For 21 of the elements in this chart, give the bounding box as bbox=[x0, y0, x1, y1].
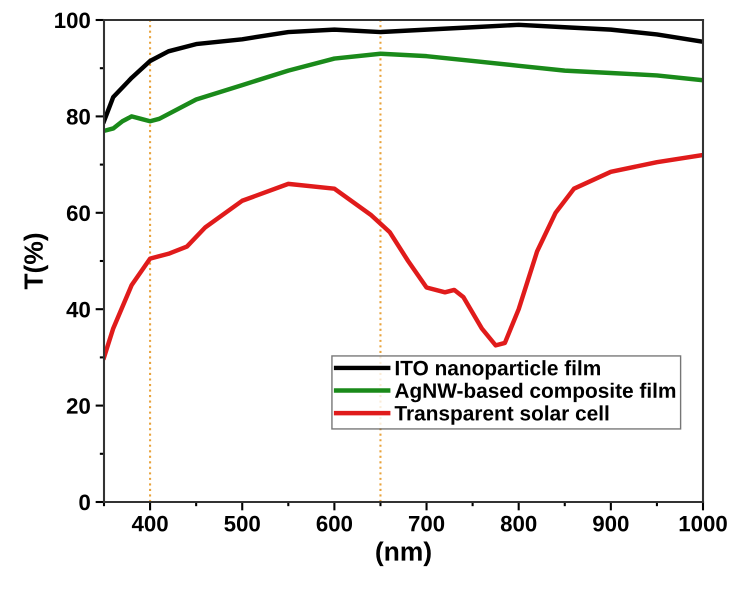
x-axis-title: (nm) bbox=[376, 541, 431, 566]
x-tick-label: 700 bbox=[408, 516, 444, 532]
line-series bbox=[104, 22, 703, 124]
y-tick-label: 60 bbox=[66, 205, 90, 222]
y-tick-label: 80 bbox=[66, 108, 90, 125]
x-tick-label: 1000 bbox=[680, 516, 727, 532]
y-tick-label: 20 bbox=[66, 398, 90, 414]
x-tick-label: 600 bbox=[316, 516, 352, 532]
legend-label: ITO nanoparticle film bbox=[396, 360, 600, 380]
x-tick-label: 400 bbox=[132, 516, 168, 532]
line-series bbox=[104, 52, 703, 134]
legend-label: Transparent solar cell bbox=[394, 405, 608, 425]
x-tick-label: 500 bbox=[224, 516, 260, 532]
y-tick-label: 100 bbox=[55, 12, 90, 28]
x-tick-label: 800 bbox=[500, 516, 536, 532]
line-series bbox=[104, 152, 703, 360]
x-tick-label: 900 bbox=[593, 516, 628, 532]
y-tick-label: 0 bbox=[79, 494, 90, 510]
y-axis-title: T(%) bbox=[24, 234, 48, 290]
y-tick-label: 40 bbox=[66, 302, 90, 318]
legend-label: AgNW-based composite film bbox=[394, 382, 676, 402]
